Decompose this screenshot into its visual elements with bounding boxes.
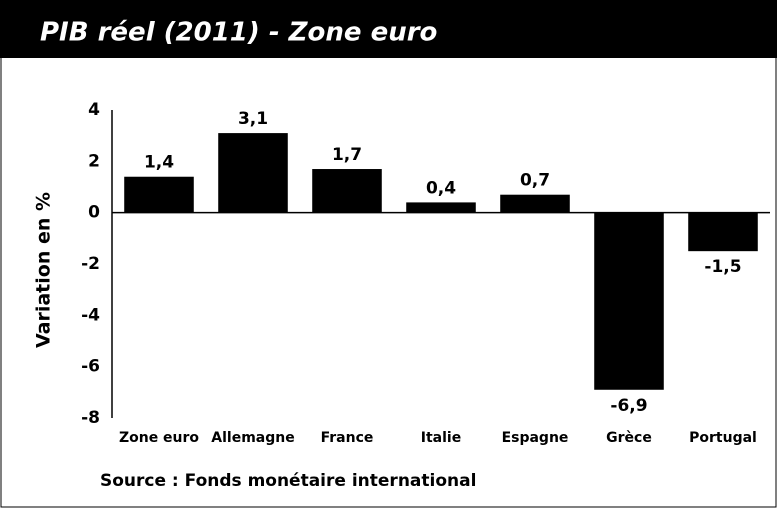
value-label: 1,4 <box>144 153 174 173</box>
x-tick-label: France <box>321 430 374 446</box>
y-tick-label: -8 <box>81 408 100 428</box>
x-tick-label: Allemagne <box>211 430 294 446</box>
x-tick-label: Italie <box>421 430 461 446</box>
bar <box>500 194 570 213</box>
y-tick-label: -2 <box>81 254 100 274</box>
x-tick-label: Grèce <box>606 430 652 446</box>
x-tick-label: Portugal <box>689 430 757 446</box>
chart-title: PIB réel (2011) - Zone euro <box>40 18 437 48</box>
y-tick-label: 4 <box>88 100 100 120</box>
value-label: 3,1 <box>238 109 268 129</box>
value-label: 1,7 <box>332 145 362 165</box>
bar <box>312 169 382 213</box>
bar <box>688 212 758 252</box>
value-label: 0,4 <box>426 178 456 198</box>
value-label: 0,7 <box>520 171 550 191</box>
value-label: -1,5 <box>704 257 741 277</box>
title-banner <box>0 0 777 58</box>
x-tick-label: Espagne <box>502 430 569 446</box>
y-tick-label: 2 <box>88 151 100 171</box>
bar <box>124 176 194 213</box>
bar <box>594 212 664 390</box>
source-note: Source : Fonds monétaire international <box>100 471 476 491</box>
x-tick-label: Zone euro <box>119 430 199 446</box>
bar <box>218 133 288 213</box>
y-tick-label: -6 <box>81 357 100 377</box>
y-tick-label: -4 <box>81 305 100 325</box>
value-label: -6,9 <box>610 396 647 416</box>
bar <box>406 202 476 213</box>
y-tick-label: 0 <box>88 203 100 223</box>
y-axis-label: Variation en % <box>33 192 55 348</box>
